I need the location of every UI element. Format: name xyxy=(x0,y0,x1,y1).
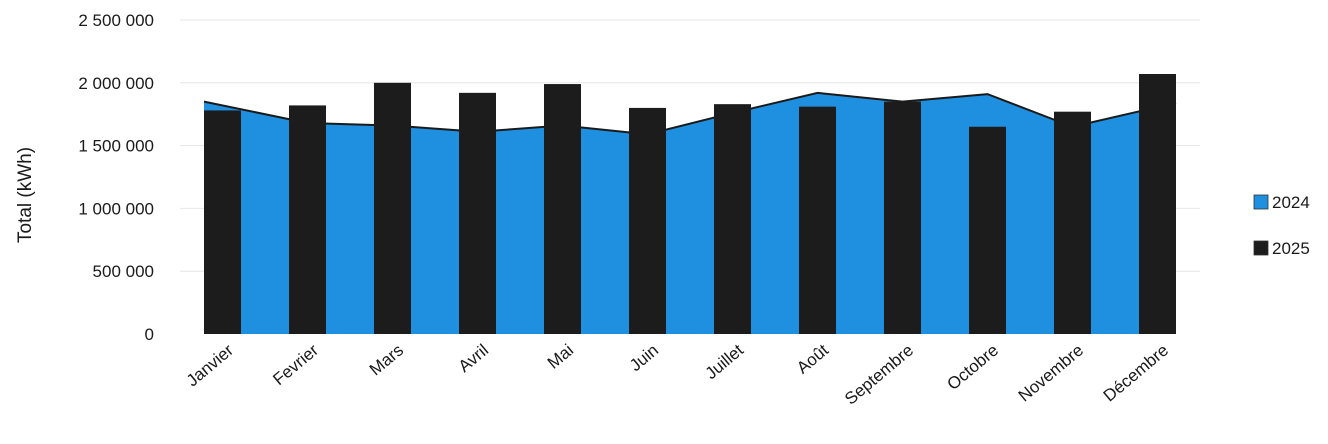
bar-2025 xyxy=(289,105,326,335)
bar-series-2025 xyxy=(204,74,1176,335)
legend-label-2024: 2024 xyxy=(1272,193,1310,212)
x-axis: Janvier Fevrier Mars Avril Mai Juin Juillet Aoû… xyxy=(183,340,1172,408)
bar-2025 xyxy=(544,84,581,334)
x-tick-label: Septembre xyxy=(841,341,917,409)
legend-label-2025: 2025 xyxy=(1272,239,1310,258)
x-tick-label: Fevrier xyxy=(269,340,322,389)
y-axis: 0 500 000 1 000 000 1 500 000 2 000 000 2 500… xyxy=(78,11,154,344)
x-tick-label: Décembre xyxy=(1100,341,1172,406)
area-series-2024 xyxy=(203,91,1177,335)
y-tick-label: 500 000 xyxy=(93,262,154,281)
bar-2025 xyxy=(374,82,411,334)
bar-2025 xyxy=(204,110,241,334)
y-tick-label: 2 000 000 xyxy=(78,74,154,93)
y-axis-title: Total (kWh) xyxy=(15,147,36,243)
x-tick-label: Janvier xyxy=(183,340,237,390)
y-tick-label: 1 000 000 xyxy=(78,199,154,218)
x-tick-label: Novembre xyxy=(1015,341,1087,406)
x-tick-label: Juillet xyxy=(702,340,748,383)
x-tick-label: Mai xyxy=(544,341,577,373)
y-tick-label: 2 500 000 xyxy=(78,11,154,30)
bar-2025 xyxy=(714,104,751,334)
x-tick-label: Mars xyxy=(366,341,407,380)
bar-2025 xyxy=(459,92,496,335)
bar-2025 xyxy=(1054,111,1091,334)
bar-2025 xyxy=(799,106,836,334)
bar-2025 xyxy=(969,126,1006,334)
x-tick-label: Août xyxy=(793,340,832,377)
y-tick-label: 0 xyxy=(145,325,154,344)
legend-swatch-2024 xyxy=(1253,194,1269,210)
bar-2025 xyxy=(884,101,921,334)
bar-2025 xyxy=(1139,74,1176,335)
x-tick-label: Juin xyxy=(626,341,662,376)
bar-2025 xyxy=(629,107,666,334)
x-tick-label: Octobre xyxy=(944,341,1003,394)
x-tick-label: Avril xyxy=(455,341,492,377)
legend: 2024 2025 xyxy=(1253,193,1310,258)
legend-swatch-2025 xyxy=(1253,240,1269,256)
area-fill-2024 xyxy=(204,92,1176,335)
y-tick-label: 1 500 000 xyxy=(78,137,154,156)
